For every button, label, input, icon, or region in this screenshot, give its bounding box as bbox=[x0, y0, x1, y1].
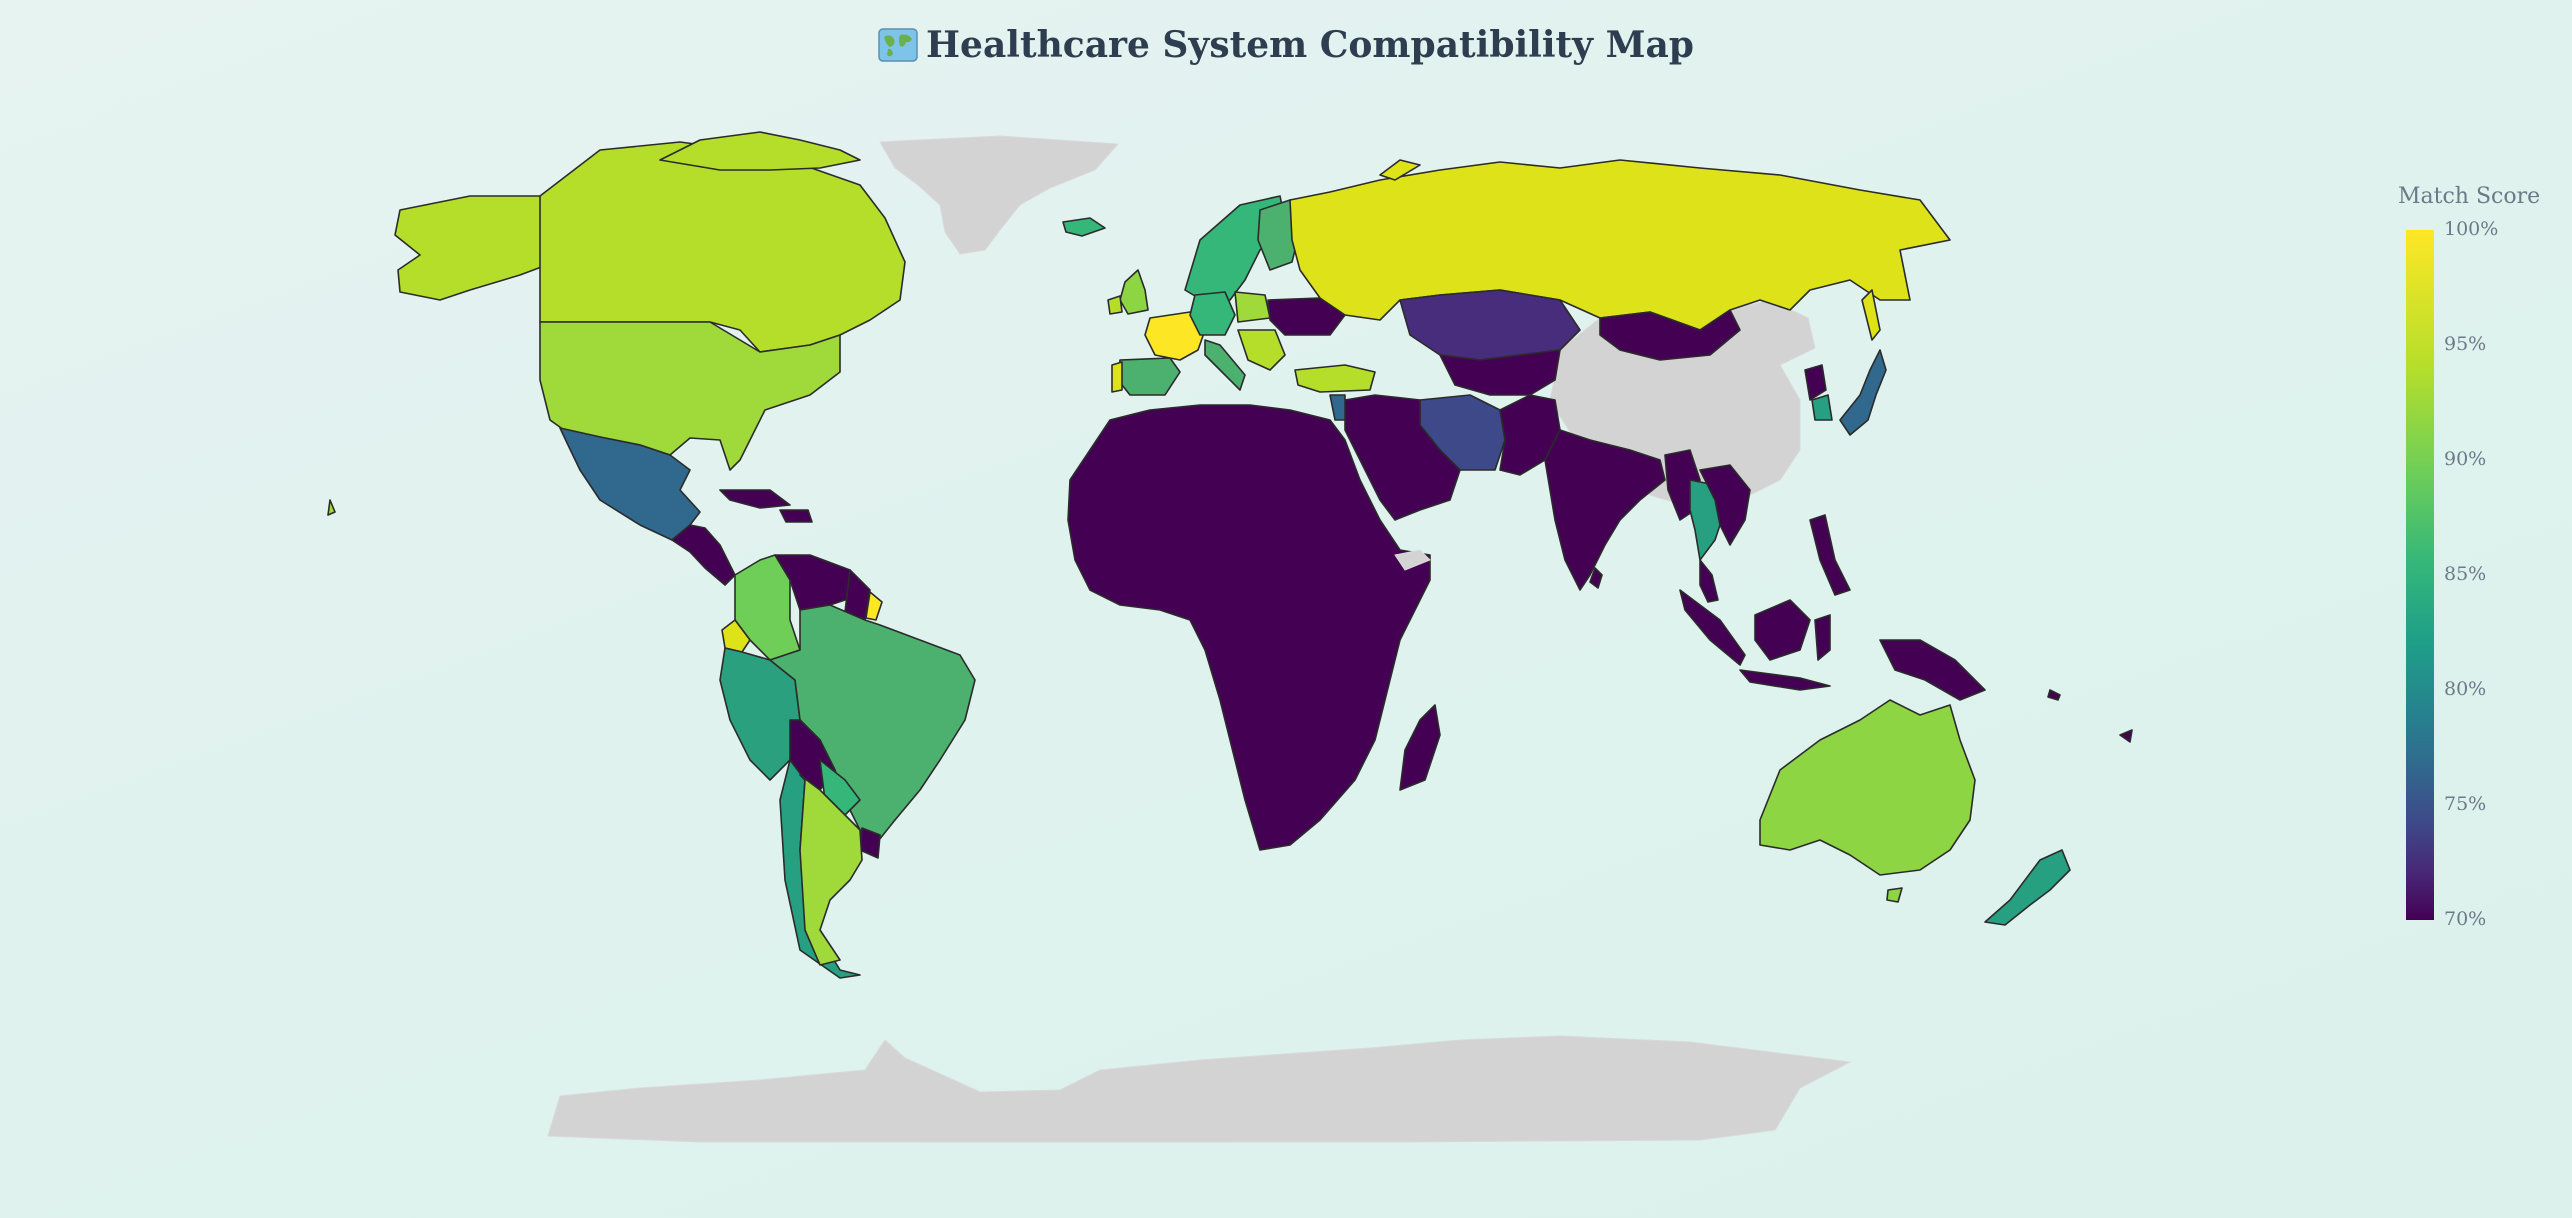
region-philippines[interactable] bbox=[1809, 514, 1851, 596]
region-pacific-islands[interactable] bbox=[2047, 689, 2133, 743]
region-italy[interactable] bbox=[1204, 339, 1246, 391]
region-central-america[interactable] bbox=[671, 524, 736, 586]
region-greenland[interactable] bbox=[879, 135, 1120, 255]
colorbar-gradient bbox=[2406, 230, 2434, 920]
colorbar-tick-100: 100% bbox=[2444, 218, 2499, 240]
region-hispaniola[interactable] bbox=[779, 509, 813, 523]
region-argentina[interactable] bbox=[799, 774, 863, 966]
region-sulawesi[interactable] bbox=[1814, 614, 1831, 661]
region-uk[interactable] bbox=[1119, 269, 1149, 315]
region-ecuador[interactable] bbox=[721, 619, 751, 653]
region-levant[interactable] bbox=[1329, 394, 1346, 421]
colorbar-tick-75: 75% bbox=[2444, 793, 2487, 815]
region-venezuela[interactable] bbox=[774, 554, 861, 611]
region-indonesia-sumatra[interactable] bbox=[1679, 589, 1746, 666]
region-balkans[interactable] bbox=[1237, 329, 1286, 371]
region-japan[interactable] bbox=[1839, 349, 1887, 436]
colorbar: Match Score 100% 95% 90% 85% 80% 75% 70% bbox=[2390, 184, 2540, 944]
region-kazakhstan[interactable] bbox=[1399, 289, 1581, 361]
region-mexico[interactable] bbox=[559, 427, 701, 541]
region-korea-south[interactable] bbox=[1811, 394, 1833, 421]
region-sri-lanka[interactable] bbox=[1589, 567, 1603, 589]
region-antarctica[interactable] bbox=[547, 1035, 1852, 1143]
region-central-asia[interactable] bbox=[1439, 349, 1561, 396]
colorbar-tick-80: 80% bbox=[2444, 678, 2487, 700]
region-new-zealand[interactable] bbox=[1984, 849, 2071, 926]
region-alaska[interactable] bbox=[394, 195, 561, 301]
region-australia[interactable] bbox=[1759, 699, 1976, 876]
region-brazil[interactable] bbox=[769, 604, 976, 846]
colorbar-tick-70: 70% bbox=[2444, 908, 2487, 930]
region-turkey[interactable] bbox=[1294, 364, 1376, 393]
region-canada[interactable] bbox=[539, 141, 906, 353]
colorbar-tick-95: 95% bbox=[2444, 333, 2487, 355]
title-text: Healthcare System Compatibility Map bbox=[926, 24, 1694, 66]
colorbar-tick-85: 85% bbox=[2444, 563, 2487, 585]
region-canada-arctic[interactable] bbox=[659, 131, 861, 171]
colorbar-title: Match Score bbox=[2398, 184, 2541, 209]
region-malay[interactable] bbox=[1699, 559, 1719, 603]
region-middle-east[interactable] bbox=[1344, 394, 1461, 521]
region-africa[interactable] bbox=[1067, 404, 1431, 851]
region-borneo[interactable] bbox=[1754, 599, 1811, 661]
region-russia[interactable] bbox=[1289, 159, 1951, 331]
region-sakhalin[interactable] bbox=[1861, 289, 1881, 341]
region-portugal[interactable] bbox=[1111, 361, 1123, 393]
region-iceland[interactable] bbox=[1062, 217, 1106, 237]
region-papua[interactable] bbox=[1879, 639, 1986, 701]
region-germany[interactable] bbox=[1189, 291, 1236, 336]
map-title: Healthcare System Compatibility Map bbox=[0, 24, 2572, 66]
region-cuba[interactable] bbox=[719, 489, 791, 509]
region-tasmania[interactable] bbox=[1886, 887, 1903, 903]
region-spain[interactable] bbox=[1117, 357, 1181, 396]
colorbar-tick-90: 90% bbox=[2444, 448, 2487, 470]
region-korea-north[interactable] bbox=[1804, 364, 1827, 401]
region-mongolia[interactable] bbox=[1599, 309, 1741, 361]
region-novaya-zemlya[interactable] bbox=[1379, 159, 1421, 181]
region-madagascar[interactable] bbox=[1399, 704, 1441, 791]
region-ireland[interactable] bbox=[1107, 295, 1123, 315]
region-french-guiana[interactable] bbox=[865, 591, 883, 621]
region-indonesia-java[interactable] bbox=[1739, 669, 1831, 691]
region-poland[interactable] bbox=[1234, 291, 1271, 323]
region-vietnam-laos[interactable] bbox=[1699, 464, 1751, 546]
region-somaliland[interactable] bbox=[1394, 549, 1431, 571]
region-hawaii[interactable] bbox=[327, 499, 336, 516]
world-map-icon bbox=[878, 28, 918, 62]
region-india[interactable] bbox=[1544, 429, 1666, 591]
